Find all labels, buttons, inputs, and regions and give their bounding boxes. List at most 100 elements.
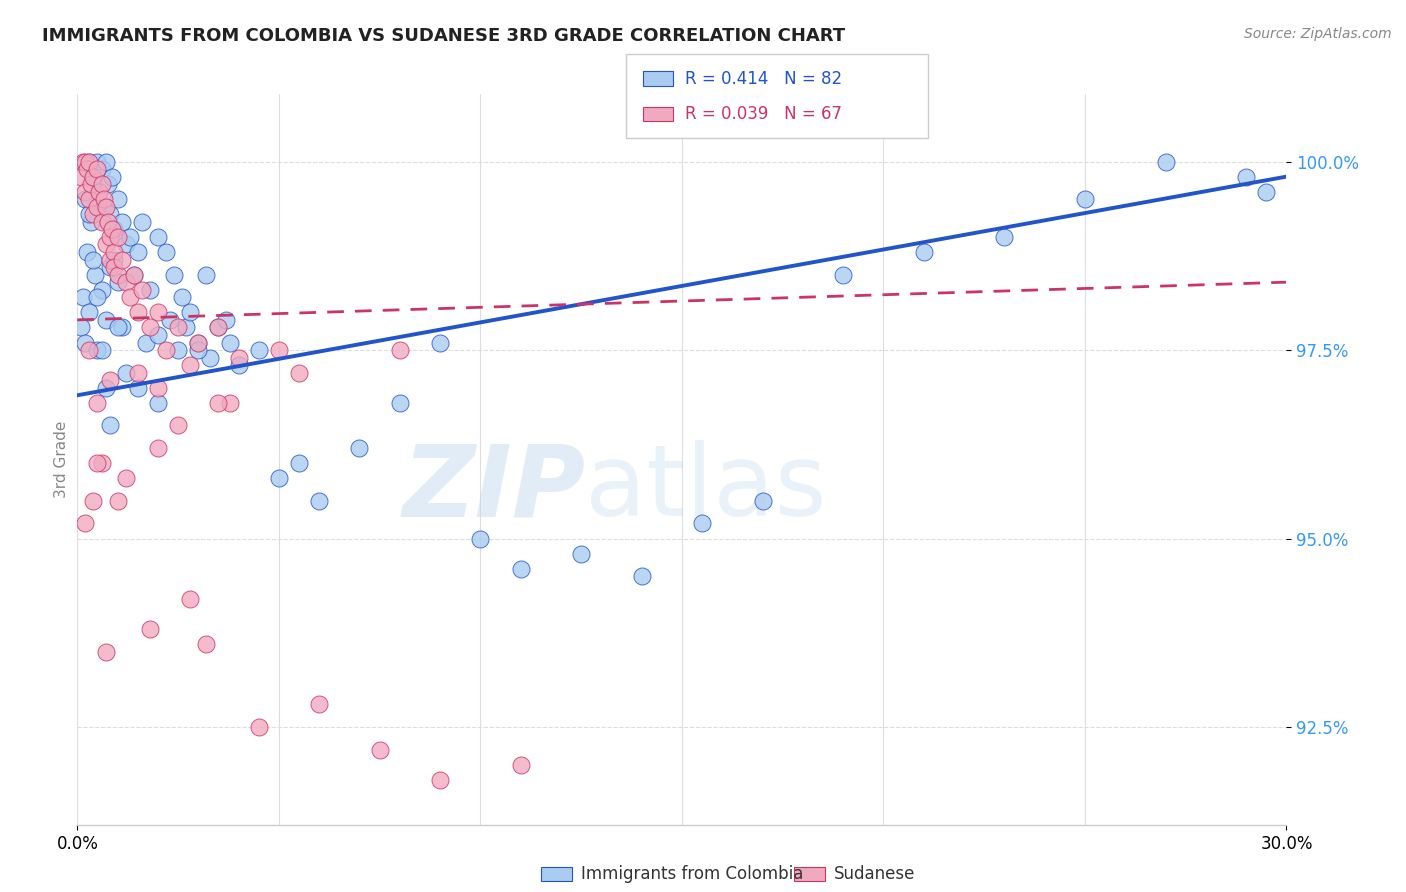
Point <box>75 516 97 531</box>
Point <box>111 215 134 229</box>
Point <box>122 268 145 282</box>
Point <box>388 396 411 410</box>
Point <box>82 207 104 221</box>
Point <box>247 343 270 357</box>
Point <box>80 215 103 229</box>
Point <box>94 381 117 395</box>
Point <box>98 207 121 221</box>
Point <box>139 622 162 636</box>
Point <box>107 268 129 282</box>
Point <box>207 396 229 410</box>
Point <box>76 162 98 177</box>
Point <box>509 757 531 772</box>
Point <box>72 154 94 169</box>
Point <box>146 230 169 244</box>
Point <box>86 154 108 169</box>
Point <box>127 366 149 380</box>
Point <box>135 335 157 350</box>
Point <box>90 177 112 191</box>
Point <box>111 320 134 334</box>
Text: Immigrants from Colombia: Immigrants from Colombia <box>581 865 803 883</box>
Point <box>167 343 190 357</box>
Point <box>219 396 242 410</box>
Point <box>167 418 190 433</box>
Point <box>96 177 118 191</box>
Point <box>179 591 201 606</box>
Point <box>107 275 129 289</box>
Point <box>195 637 218 651</box>
Point <box>470 532 492 546</box>
Point <box>1234 169 1257 184</box>
Point <box>219 335 242 350</box>
Point <box>172 290 194 304</box>
Point <box>89 185 111 199</box>
Text: Sudanese: Sudanese <box>834 865 915 883</box>
Text: IMMIGRANTS FROM COLOMBIA VS SUDANESE 3RD GRADE CORRELATION CHART: IMMIGRANTS FROM COLOMBIA VS SUDANESE 3RD… <box>42 27 845 45</box>
Point <box>127 245 149 260</box>
Point <box>179 358 201 372</box>
Point <box>93 192 115 206</box>
Point <box>146 396 169 410</box>
Point <box>1074 192 1097 206</box>
Point <box>267 471 290 485</box>
Point <box>86 200 108 214</box>
Point <box>94 154 117 169</box>
Point <box>195 268 218 282</box>
Text: ZIP: ZIP <box>402 440 585 537</box>
Point <box>114 471 136 485</box>
Point <box>127 381 149 395</box>
Point <box>86 343 108 357</box>
Point <box>75 192 97 206</box>
Point <box>200 351 222 365</box>
Point <box>308 698 330 712</box>
Point <box>82 252 104 267</box>
Point <box>98 252 121 267</box>
Point <box>131 215 153 229</box>
Point <box>103 252 125 267</box>
Point <box>103 222 125 236</box>
Point <box>98 418 121 433</box>
Point <box>509 562 531 576</box>
Point <box>131 283 153 297</box>
Point <box>139 320 162 334</box>
Point <box>912 245 935 260</box>
Point <box>107 230 129 244</box>
Point <box>569 547 592 561</box>
Point <box>79 207 101 221</box>
Point <box>79 154 101 169</box>
Point <box>103 260 125 274</box>
Point <box>90 343 112 357</box>
Point <box>75 185 97 199</box>
Point <box>103 245 125 260</box>
Point <box>72 290 94 304</box>
Point <box>228 351 250 365</box>
Point <box>368 742 391 756</box>
Point <box>187 335 209 350</box>
Point <box>107 320 129 334</box>
Point <box>247 720 270 734</box>
Point <box>832 268 855 282</box>
Point <box>100 222 122 236</box>
Text: R = 0.039   N = 67: R = 0.039 N = 67 <box>685 105 842 123</box>
Point <box>94 313 117 327</box>
Point <box>388 343 411 357</box>
Point <box>75 154 97 169</box>
Point <box>79 154 101 169</box>
Point <box>1154 154 1177 169</box>
Point <box>690 516 713 531</box>
Point <box>159 313 181 327</box>
Point <box>118 230 141 244</box>
Point <box>96 215 118 229</box>
Point <box>146 305 169 319</box>
Point <box>89 185 111 199</box>
Point <box>114 237 136 252</box>
Point <box>118 290 141 304</box>
Point <box>79 343 101 357</box>
Point <box>90 215 112 229</box>
Point <box>107 192 129 206</box>
Point <box>630 569 652 583</box>
Point <box>93 200 115 214</box>
Point <box>70 169 93 184</box>
Point <box>94 200 117 214</box>
Point <box>79 305 101 319</box>
